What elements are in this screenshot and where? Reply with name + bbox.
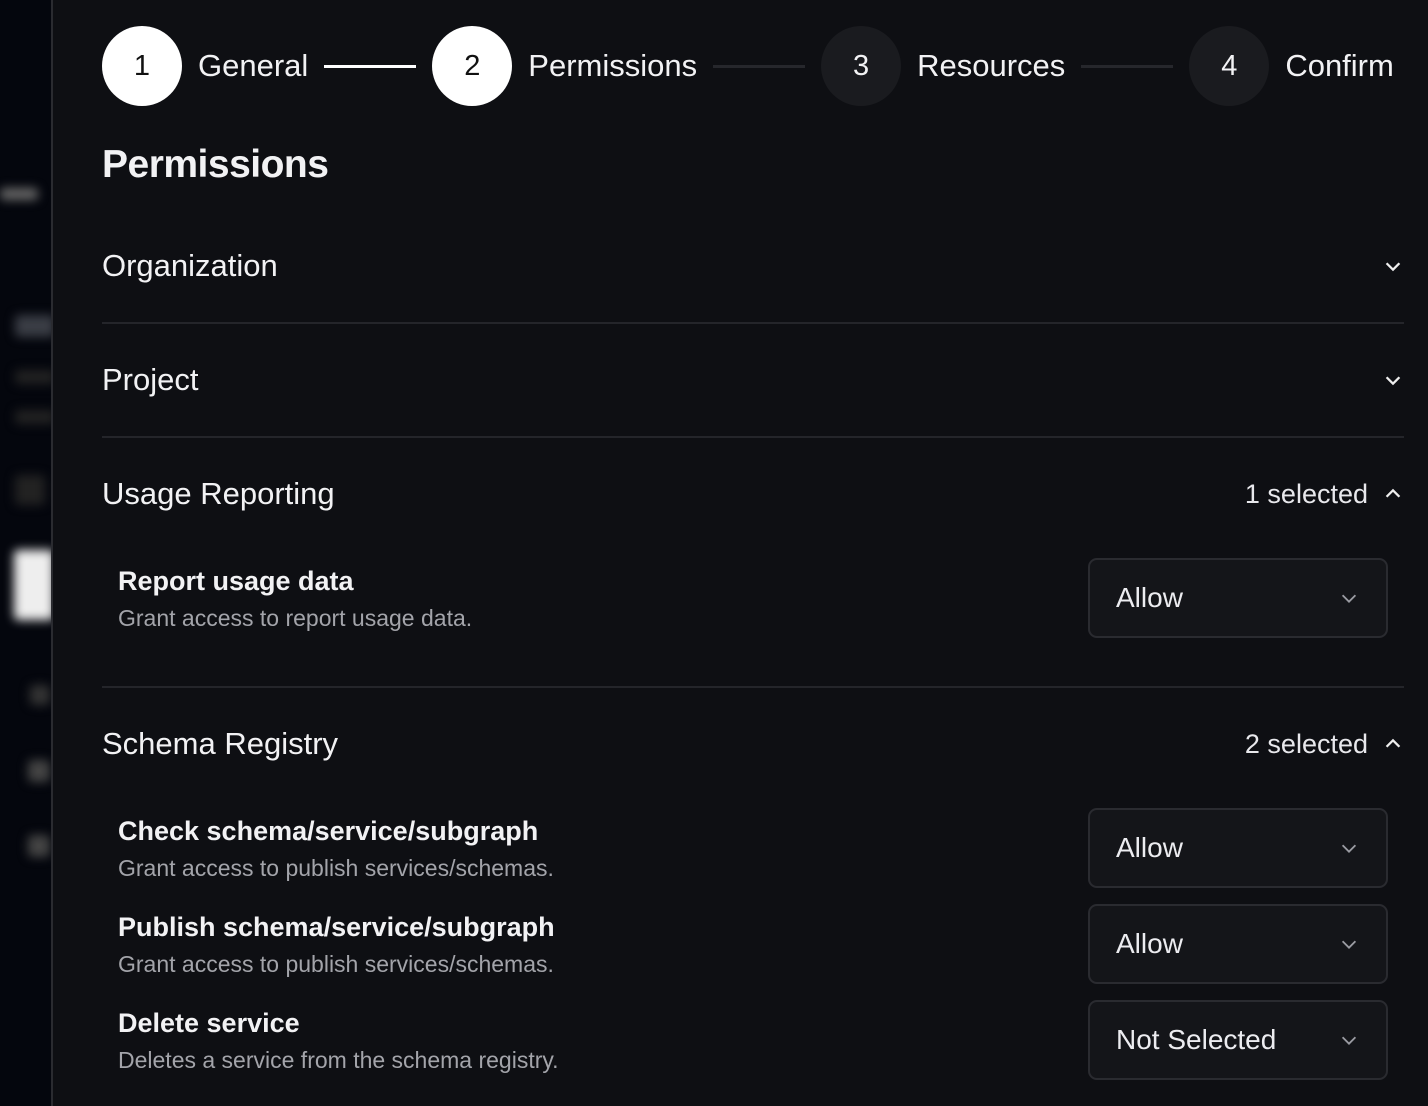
step-4-label[interactable]: Confirm xyxy=(1285,48,1394,83)
select-value: Allow xyxy=(1116,582,1183,613)
chevron-down-icon xyxy=(1341,1036,1357,1045)
permission-item: Delete service Deletes a service from th… xyxy=(118,1008,1388,1074)
permission-select[interactable]: Allow xyxy=(1088,808,1388,888)
selected-count: 1 selected xyxy=(1244,478,1368,509)
chevron-down-icon xyxy=(1341,594,1357,603)
step-connector xyxy=(713,64,806,68)
chevron-up-icon xyxy=(1385,488,1401,498)
step-3-label[interactable]: Resources xyxy=(917,48,1066,83)
step-2-label[interactable]: Permissions xyxy=(528,48,698,83)
permission-title: Check schema/service/subgraph xyxy=(118,816,539,846)
step-connector xyxy=(324,64,417,68)
section-title: Schema Registry xyxy=(102,726,339,761)
chevron-down-icon xyxy=(1341,844,1357,853)
permission-item: Report usage data Grant access to report… xyxy=(118,566,1388,632)
permission-item: Check schema/service/subgraph Grant acce… xyxy=(118,816,1388,882)
divider xyxy=(102,686,1404,688)
permission-select[interactable]: Allow xyxy=(1088,904,1388,984)
permission-select[interactable]: Not Selected xyxy=(1088,1000,1388,1080)
select-value: Allow xyxy=(1116,928,1183,959)
permission-description: Grant access to publish services/schemas… xyxy=(118,855,554,881)
section-title: Usage Reporting xyxy=(102,476,335,511)
stepper: 1 General 2 Permissions 3 Resources 4 Co… xyxy=(102,26,1394,106)
select-value: Allow xyxy=(1116,832,1183,863)
step-2-circle[interactable]: 2 xyxy=(432,26,513,106)
section-title: Project xyxy=(102,362,199,397)
permission-description: Deletes a service from the schema regist… xyxy=(118,1047,559,1073)
permission-item: Publish schema/service/subgraph Grant ac… xyxy=(118,912,1388,978)
section-schema-registry-header[interactable]: Schema Registry 2 selected xyxy=(102,724,1404,764)
page-title: Permissions xyxy=(102,143,329,186)
section-project-header[interactable]: Project xyxy=(102,360,1404,400)
step-3-circle[interactable]: 3 xyxy=(821,26,902,106)
background-sidebar-blurred xyxy=(0,0,53,1106)
chevron-down-icon xyxy=(1385,376,1401,386)
section-title: Organization xyxy=(102,248,278,283)
chevron-up-icon xyxy=(1385,738,1401,748)
selected-count: 2 selected xyxy=(1244,728,1368,759)
step-connector xyxy=(1081,64,1174,68)
permission-title: Delete service xyxy=(118,1008,300,1038)
permission-description: Grant access to publish services/schemas… xyxy=(118,951,554,977)
chevron-down-icon xyxy=(1385,262,1401,272)
step-4-circle[interactable]: 4 xyxy=(1189,26,1270,106)
section-usage-reporting-header[interactable]: Usage Reporting 1 selected xyxy=(102,474,1404,514)
permission-select[interactable]: Allow xyxy=(1088,558,1388,638)
permission-title: Report usage data xyxy=(118,566,354,596)
step-1-circle[interactable]: 1 xyxy=(102,26,182,106)
section-organization-header[interactable]: Organization xyxy=(102,246,1404,286)
create-role-wizard: 1 General 2 Permissions 3 Resources 4 Co… xyxy=(55,0,1428,1106)
divider xyxy=(102,436,1404,438)
step-1-label[interactable]: General xyxy=(198,48,309,83)
permission-title: Publish schema/service/subgraph xyxy=(118,912,555,942)
permission-description: Grant access to report usage data. xyxy=(118,605,473,631)
divider xyxy=(102,322,1404,324)
chevron-down-icon xyxy=(1341,940,1357,949)
select-value: Not Selected xyxy=(1116,1024,1277,1055)
